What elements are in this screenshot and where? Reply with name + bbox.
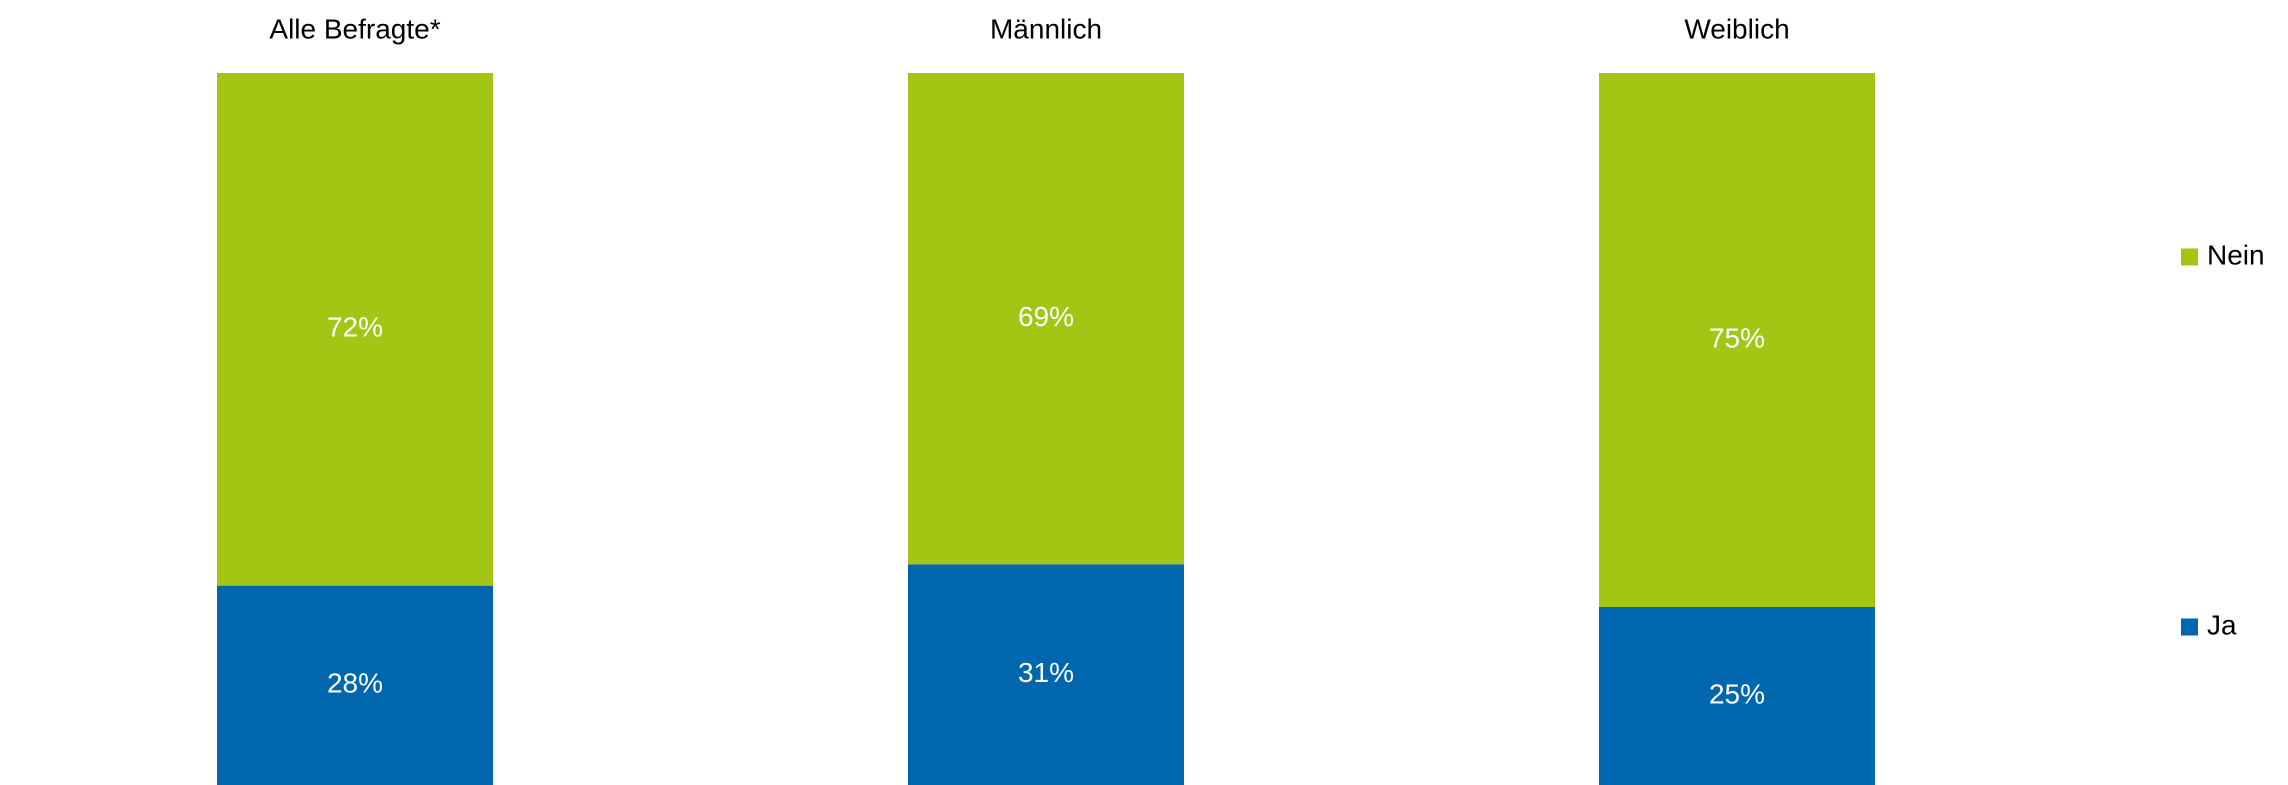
category-label: Alle Befragte* bbox=[269, 13, 440, 44]
bar-segment-nein bbox=[908, 73, 1184, 565]
data-label-ja: 28% bbox=[327, 668, 383, 699]
data-label-ja: 25% bbox=[1709, 678, 1765, 709]
data-label-ja: 31% bbox=[1018, 657, 1074, 688]
category-label: Männlich bbox=[990, 13, 1102, 44]
legend-label-nein: Nein bbox=[2207, 239, 2265, 270]
data-label-nein: 69% bbox=[1018, 301, 1074, 332]
bar-segment-ja bbox=[217, 585, 493, 785]
bar-segment-ja bbox=[1599, 607, 1875, 785]
bar-segment-nein bbox=[1599, 73, 1875, 607]
legend-label-ja: Ja bbox=[2207, 609, 2237, 640]
data-label-nein: 72% bbox=[327, 312, 383, 343]
legend-swatch-nein bbox=[2181, 248, 2198, 266]
bar-segment-ja bbox=[908, 564, 1184, 785]
legend-swatch-ja bbox=[2181, 618, 2198, 636]
bar-segment-nein bbox=[217, 73, 493, 586]
category-label: Weiblich bbox=[1684, 13, 1789, 44]
data-label-nein: 75% bbox=[1709, 322, 1765, 353]
